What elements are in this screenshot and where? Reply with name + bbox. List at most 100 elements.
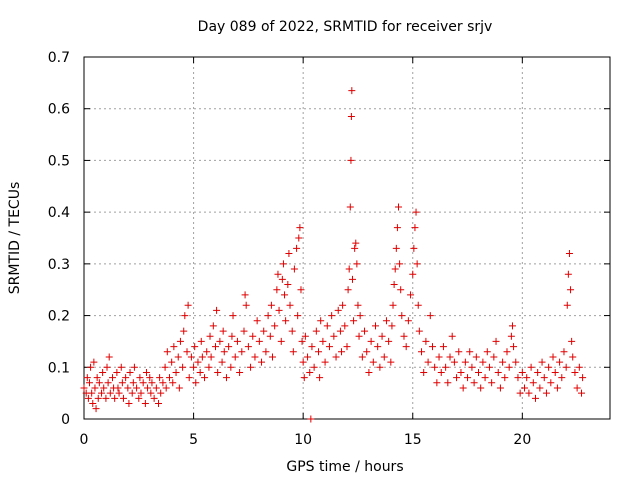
data-point [483, 348, 491, 356]
x-axis-label: GPS time / hours [286, 459, 403, 475]
data-point [455, 348, 463, 356]
data-point [129, 379, 137, 387]
data-point [398, 312, 406, 320]
data-point [84, 394, 92, 402]
data-point [130, 363, 138, 371]
data-point [392, 244, 400, 252]
data-point [376, 363, 384, 371]
data-point [88, 389, 96, 397]
data-point [290, 265, 298, 273]
x-tick-label: 20 [513, 432, 531, 448]
data-point [161, 363, 169, 371]
data-point [420, 368, 428, 376]
data-point [435, 353, 443, 361]
data-point [316, 374, 324, 382]
data-point [578, 389, 586, 397]
data-point [80, 384, 88, 392]
data-point [496, 384, 504, 392]
data-point [538, 358, 546, 366]
data-point [135, 394, 143, 402]
data-point [91, 384, 99, 392]
data-point [260, 327, 268, 335]
data-point [294, 312, 302, 320]
data-point [448, 332, 456, 340]
data-point [98, 389, 106, 397]
data-point [344, 286, 352, 294]
data-point [284, 281, 292, 289]
data-point [174, 353, 182, 361]
data-point [144, 384, 152, 392]
data-point [540, 374, 548, 382]
data-point [197, 337, 205, 345]
data-point [125, 399, 133, 407]
data-point [159, 379, 167, 387]
data-point [175, 384, 183, 392]
data-point [428, 343, 436, 351]
data-point [299, 358, 307, 366]
data-point [409, 270, 417, 278]
data-point [514, 374, 522, 382]
data-point [213, 306, 221, 314]
y-tick-label: 0 [61, 412, 70, 428]
data-point [147, 389, 155, 397]
data-point [244, 343, 252, 351]
data-point [180, 327, 188, 335]
data-point [475, 368, 482, 376]
data-point [83, 374, 91, 382]
data-point [214, 368, 222, 376]
data-point [518, 368, 526, 376]
data-point [402, 343, 410, 351]
data-point [573, 384, 581, 392]
data-point [183, 348, 191, 356]
data-point [459, 384, 467, 392]
data-point [296, 224, 304, 232]
data-point [113, 368, 121, 376]
data-point [176, 337, 184, 345]
data-point [111, 394, 119, 402]
data-point [268, 353, 276, 361]
data-point [209, 322, 217, 330]
data-point [494, 368, 502, 376]
data-point [563, 301, 571, 309]
data-point [466, 348, 474, 356]
data-point [414, 301, 422, 309]
data-point [347, 112, 355, 120]
x-tick-label: 5 [189, 432, 198, 448]
data-point [157, 389, 165, 397]
data-point [253, 317, 261, 325]
data-point [128, 389, 136, 397]
data-point [431, 363, 439, 371]
data-point [308, 343, 316, 351]
data-point [410, 244, 418, 252]
y-tick-label: 0.4 [48, 205, 70, 221]
data-point [542, 389, 550, 397]
data-point [310, 363, 318, 371]
data-point [490, 353, 498, 361]
data-point [281, 291, 289, 299]
data-point [233, 337, 241, 345]
data-point [352, 239, 360, 247]
data-point [119, 394, 127, 402]
data-point [297, 286, 305, 294]
y-tick-label: 0.3 [48, 257, 70, 273]
axis-ticks: 0 0.1 0.2 0.3 0.4 0.5 0.6 0.7 0 5 10 15 20 [48, 50, 610, 448]
data-point [201, 374, 209, 382]
data-point [442, 363, 450, 371]
data-point [380, 353, 388, 361]
y-tick-label: 0.1 [48, 360, 70, 376]
data-point [319, 337, 327, 345]
data-point [317, 317, 325, 325]
data-point [94, 394, 102, 402]
data-point [382, 317, 390, 325]
data-point [525, 389, 533, 397]
data-point [231, 353, 239, 361]
data-point [262, 348, 270, 356]
data-point [323, 322, 331, 330]
data-point [492, 337, 500, 345]
data-point [453, 374, 461, 382]
y-axis-label: SRMTID / TECUs [7, 182, 23, 295]
data-point [330, 332, 338, 340]
data-point [424, 358, 432, 366]
chart-title: Day 089 of 2022, SRMTID for receiver srj… [198, 19, 493, 35]
data-point [348, 275, 356, 283]
